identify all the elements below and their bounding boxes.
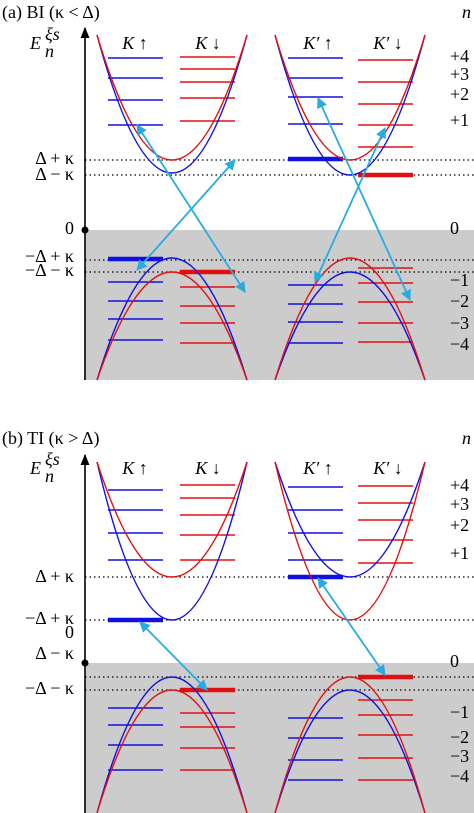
level-label: −Δ + κ	[25, 246, 74, 266]
energy-symbol: E	[29, 458, 41, 478]
zero-dot	[81, 659, 89, 667]
valence-region	[85, 663, 474, 813]
n-label: +2	[450, 84, 469, 104]
level-label: 0	[65, 622, 74, 642]
level-label: −Δ + κ	[25, 608, 74, 628]
valley-label: K ↑	[121, 458, 148, 478]
n-label: +2	[450, 515, 469, 535]
energy-sup: ξs	[45, 449, 60, 469]
band	[96, 34, 248, 161]
valley-label: K ↑	[121, 33, 148, 53]
n-label: −1	[450, 702, 469, 722]
level-label: 0	[65, 218, 74, 238]
band	[274, 689, 426, 813]
n-label: −4	[450, 334, 469, 354]
valley-label: K ↓	[194, 33, 221, 53]
band	[274, 34, 426, 161]
energy-sub: n	[45, 466, 54, 486]
n-label: +3	[450, 64, 469, 84]
panel-title: (a) BI (κ < Δ)	[2, 2, 100, 23]
n-label: −2	[450, 291, 469, 311]
transition-arrow	[136, 159, 236, 271]
band	[274, 676, 426, 813]
n-label: +1	[450, 110, 469, 130]
valley-label: K′ ↓	[372, 458, 402, 478]
n-label: +4	[450, 475, 469, 495]
valley-label: K′ ↓	[372, 33, 402, 53]
n-label: 0	[450, 651, 459, 671]
n-label: +4	[450, 46, 469, 66]
transition-arrow	[314, 127, 386, 283]
n-label: −3	[450, 313, 469, 333]
n-header: n	[462, 2, 471, 22]
n-label: +1	[450, 543, 469, 563]
band	[274, 461, 426, 578]
n-label: −2	[450, 727, 469, 747]
n-label: −4	[450, 766, 469, 786]
transition-arrow	[317, 577, 386, 676]
energy-sub: n	[45, 41, 54, 61]
n-label: +3	[450, 494, 469, 514]
level-label: −Δ − κ	[25, 260, 74, 280]
valence-region	[85, 230, 474, 380]
valley-label: K′ ↑	[302, 458, 332, 478]
band	[96, 461, 248, 621]
n-label: −1	[450, 270, 469, 290]
n-label: 0	[450, 218, 459, 238]
valley-label: K ↓	[194, 458, 221, 478]
transition-arrow	[139, 621, 208, 691]
level-label: Δ − κ	[35, 643, 74, 663]
n-header: n	[462, 428, 471, 448]
band	[274, 34, 426, 176]
level-label: −Δ − κ	[25, 678, 74, 698]
level-label: Δ + κ	[35, 148, 74, 168]
zero-dot	[81, 226, 89, 234]
band	[96, 461, 248, 578]
band	[96, 34, 248, 174]
level-label: Δ + κ	[35, 566, 74, 586]
level-label: Δ − κ	[35, 164, 74, 184]
panel-title: (b) TI (κ > Δ)	[2, 428, 99, 449]
valley-label: K′ ↑	[302, 33, 332, 53]
energy-sup: ξs	[45, 24, 60, 44]
energy-symbol: E	[29, 33, 41, 53]
n-label: −3	[450, 746, 469, 766]
